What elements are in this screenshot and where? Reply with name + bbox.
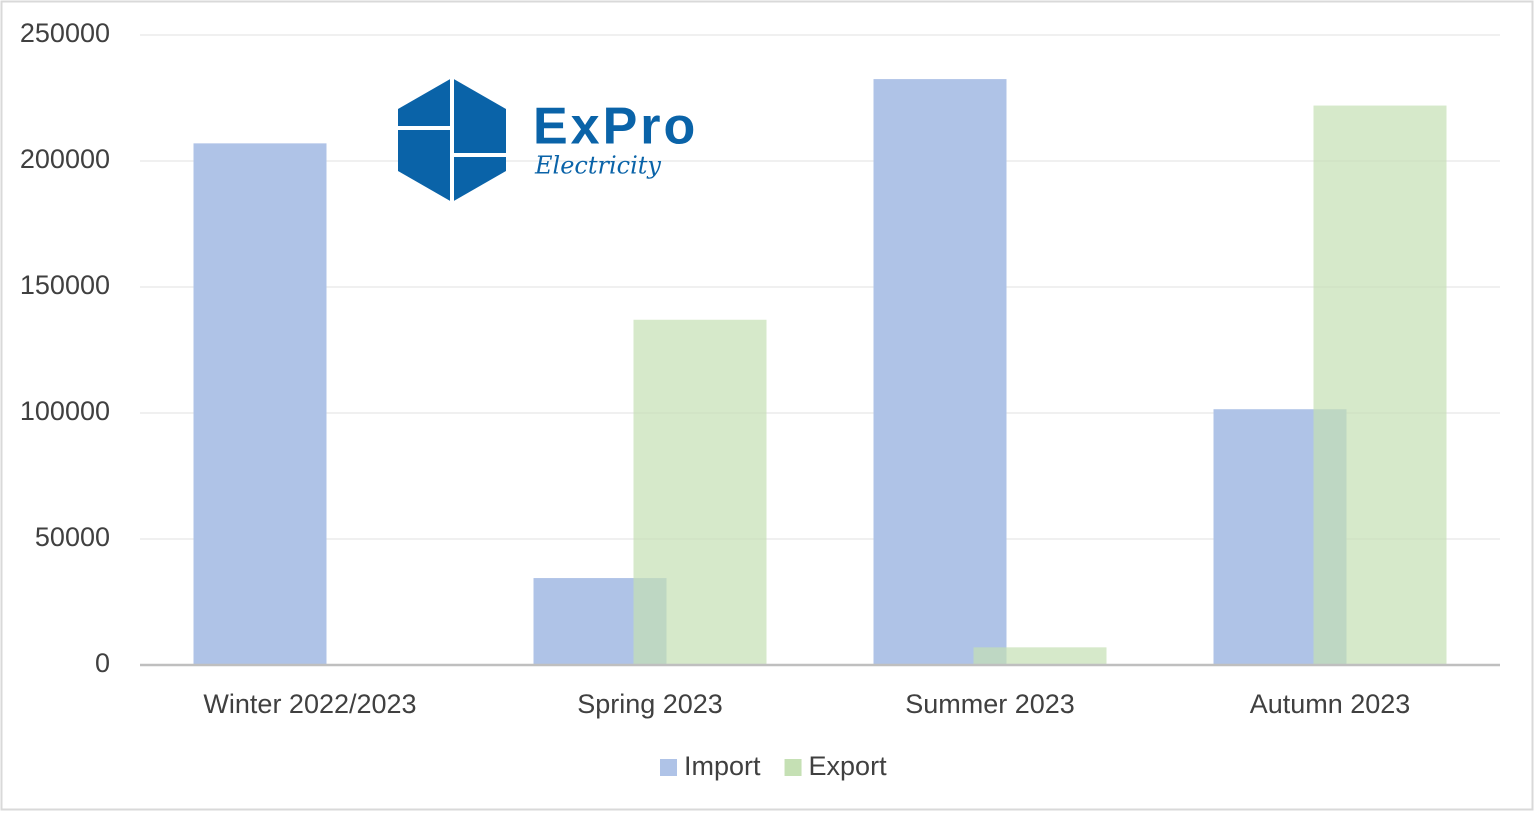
- y-tick-label: 250000: [20, 18, 110, 48]
- y-tick-label: 0: [95, 648, 110, 678]
- logo-name: ExPro: [533, 98, 698, 156]
- y-tick-label: 200000: [20, 144, 110, 174]
- plot-area: 0 50000 100000 150000 200000 250000 Winter 202…: [20, 18, 1500, 781]
- x-tick-label: Autumn 2023: [1250, 689, 1411, 719]
- x-tick-label: Summer 2023: [905, 689, 1075, 719]
- y-tick-label: 100000: [20, 396, 110, 426]
- bar: [193, 143, 327, 666]
- legend-swatch: [660, 759, 677, 776]
- logo-tagline: Electricity: [534, 152, 661, 180]
- bar: [633, 319, 767, 665]
- x-tick-label: Winter 2022/2023: [203, 689, 416, 719]
- y-tick-label: 50000: [35, 522, 110, 552]
- bar: [1313, 105, 1447, 665]
- y-tick-label: 150000: [20, 270, 110, 300]
- bar: [873, 79, 1007, 666]
- logo: ExPro Electricity: [398, 78, 698, 202]
- legend-label: Import: [684, 751, 761, 781]
- bar: [973, 647, 1107, 665]
- x-tick-label: Spring 2023: [577, 689, 723, 719]
- legend-swatch: [784, 759, 802, 776]
- legend-label: Export: [809, 751, 888, 781]
